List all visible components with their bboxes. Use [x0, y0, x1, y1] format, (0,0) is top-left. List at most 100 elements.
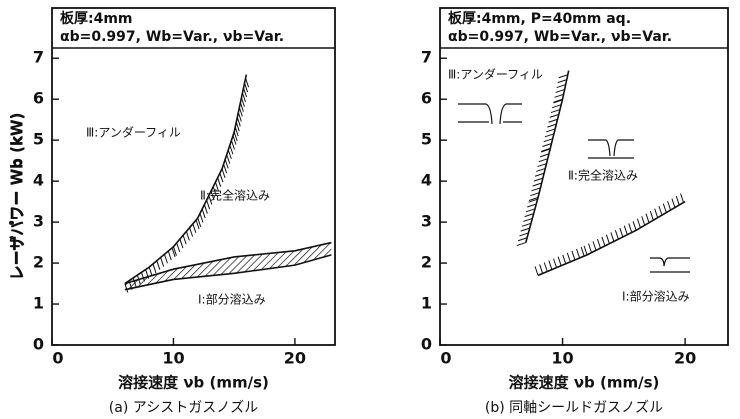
hatch: [549, 261, 552, 270]
hatch: [553, 259, 556, 268]
hatch: [637, 219, 640, 228]
hatch: [615, 230, 618, 239]
hatch: [624, 226, 627, 235]
hatch: [572, 251, 575, 260]
x-tick-label: 0: [440, 349, 451, 368]
hatch: [659, 206, 662, 215]
hatch: [183, 235, 186, 244]
hatch: [581, 247, 584, 256]
figure: 板厚:4mmαb=0.997, Wb=Var., νb=Var.01234567…: [0, 0, 740, 419]
hatch: [676, 196, 679, 205]
chart-title: 板厚:4mm, P=40mm aq.: [448, 10, 631, 27]
hatch: [650, 211, 653, 220]
region-label: Ⅲ:アンダーフィル: [448, 67, 543, 82]
hatch: [611, 232, 614, 241]
hatch: [584, 246, 587, 255]
hatch: [228, 150, 231, 159]
hatch: [157, 261, 160, 270]
hatch: [180, 239, 183, 248]
hatch: [540, 264, 543, 273]
y-tick-label: 3: [421, 212, 432, 231]
caption: (a) アシストガスノズル: [109, 400, 258, 416]
plot-frame: [52, 8, 335, 345]
hatch: [193, 224, 196, 233]
hatch: [161, 257, 164, 266]
y-tick-label: 1: [33, 294, 44, 313]
hatch: [593, 241, 596, 250]
y-tick-label: 2: [33, 253, 44, 272]
hatch: [218, 178, 221, 187]
hatch: [246, 78, 249, 87]
region-label: Ⅱ:完全溶込み: [568, 168, 638, 183]
x-tick-label: 10: [551, 349, 573, 368]
x-tick-label: 10: [162, 349, 184, 368]
hatch: [663, 204, 666, 213]
x-tick-label: 0: [52, 349, 63, 368]
hatch: [238, 112, 241, 121]
hatch: [204, 205, 207, 214]
hatch: [606, 235, 609, 244]
y-tick-label: 0: [421, 335, 432, 354]
hatch: [168, 251, 171, 260]
hatch: [227, 155, 230, 164]
hatch: [236, 122, 239, 131]
hatch: [202, 209, 205, 218]
y-tick-label: 3: [33, 212, 44, 231]
y-tick-label: 4: [421, 171, 432, 190]
hatch: [517, 243, 526, 246]
hatch: [231, 140, 234, 149]
y-tick-label: 7: [33, 48, 44, 67]
weld-icons: [458, 104, 690, 272]
hatch: [225, 159, 228, 168]
hatch: [646, 214, 649, 223]
region-label: Ⅰ:部分溶込み: [198, 292, 266, 307]
chart-title: 板厚:4mm: [60, 10, 133, 27]
hatch: [597, 239, 600, 248]
hatch: [589, 244, 592, 253]
hatch: [655, 209, 658, 218]
hatch: [239, 108, 242, 117]
hatch: [153, 264, 156, 273]
hatch: [177, 243, 180, 252]
y-tick-label: 7: [421, 48, 432, 67]
hatch: [241, 98, 244, 107]
y-tick-label: 6: [33, 89, 44, 108]
hatch: [235, 127, 238, 136]
boundary-line: [125, 75, 246, 284]
hatch: [222, 169, 225, 178]
y-tick-label: 4: [33, 171, 44, 190]
hatch: [642, 216, 645, 225]
hatch: [200, 214, 203, 223]
y-tick-label: 5: [33, 130, 44, 149]
hatch: [558, 257, 561, 266]
hatch: [244, 88, 247, 97]
y-tick-label: 2: [421, 253, 432, 272]
region-label: Ⅰ:部分溶込み: [622, 289, 690, 304]
hatch: [629, 223, 632, 232]
hatch: [220, 173, 223, 182]
y-axis-label: レーザパワー Wb (kW): [8, 113, 26, 281]
hatch: [544, 263, 547, 272]
hatch: [186, 231, 189, 240]
hatch: [164, 254, 167, 263]
caption: (b) 同軸シールドガスノズル: [485, 400, 663, 416]
hatch: [620, 228, 623, 237]
boundary-line: [526, 71, 569, 243]
hatch: [672, 199, 675, 208]
hatch: [681, 194, 684, 203]
hatch: [577, 249, 580, 258]
hatch: [190, 228, 193, 237]
x-axis-label: 溶接速度 νb (mm/s): [509, 374, 660, 392]
y-tick-label: 6: [421, 89, 432, 108]
region-label: Ⅱ:完全溶込み: [200, 188, 270, 203]
y-tick-label: 0: [33, 335, 44, 354]
x-tick-label: 20: [674, 349, 696, 368]
region-label: Ⅲ:アンダーフィル: [86, 125, 181, 140]
hatch: [633, 221, 636, 230]
x-tick-label: 20: [284, 349, 306, 368]
hatch: [237, 117, 240, 126]
y-tick-label: 1: [421, 294, 432, 313]
hatch: [224, 164, 227, 173]
hatch: [240, 103, 243, 112]
hatch: [563, 255, 566, 264]
